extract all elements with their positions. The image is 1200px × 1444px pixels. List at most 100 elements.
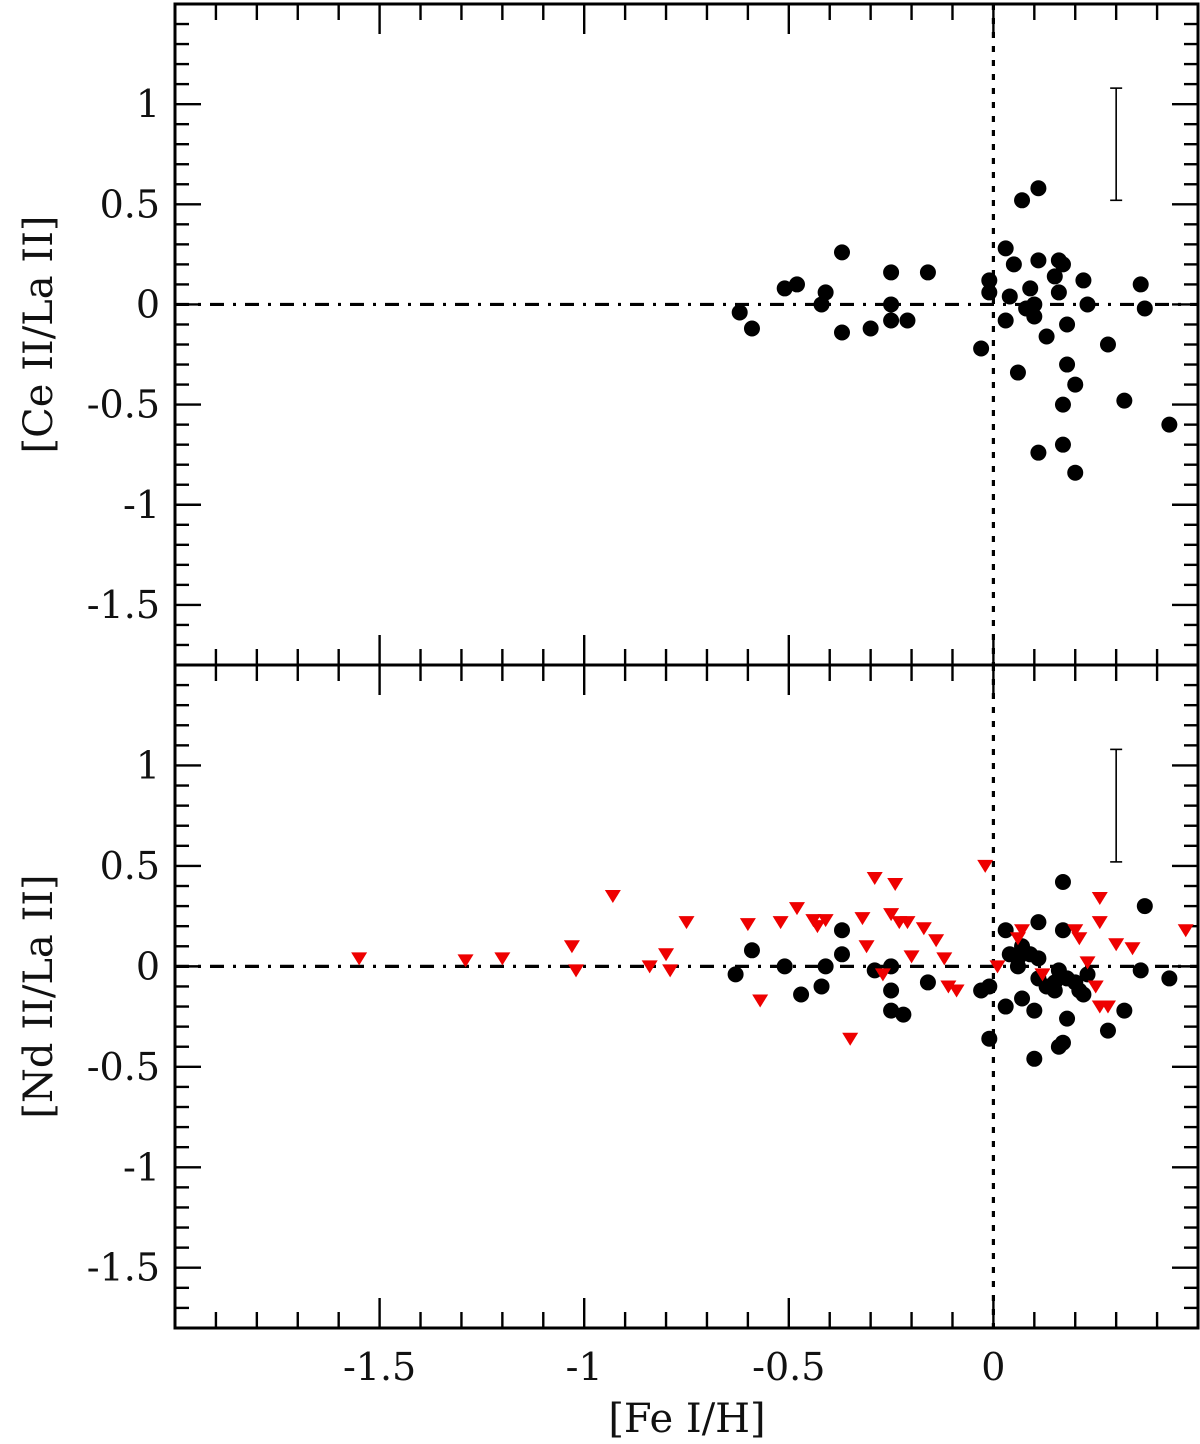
data-point-triangle bbox=[887, 877, 904, 891]
data-point-triangle bbox=[866, 871, 883, 885]
data-point-circle bbox=[1009, 950, 1026, 967]
data-point-circle bbox=[862, 320, 879, 337]
data-point-triangle bbox=[457, 954, 474, 968]
data-point-circle bbox=[1054, 922, 1071, 939]
y-axis-title: [Ce II/La II] bbox=[16, 215, 62, 453]
data-point-circle bbox=[793, 986, 810, 1003]
x-tick-label: 0 bbox=[981, 1345, 1005, 1389]
data-point-triangle bbox=[809, 920, 826, 934]
data-point-circle bbox=[1001, 288, 1018, 305]
data-point-circle bbox=[1030, 180, 1047, 197]
data-point-circle bbox=[813, 978, 830, 995]
data-point-circle bbox=[833, 922, 850, 939]
data-point-circle bbox=[1026, 1002, 1043, 1019]
data-point-triangle bbox=[1177, 924, 1194, 938]
data-point-triangle bbox=[1067, 924, 1084, 938]
data-point-triangle bbox=[928, 934, 945, 948]
data-point-triangle bbox=[874, 968, 891, 982]
data-point-circle bbox=[1014, 192, 1031, 209]
data-point-triangle bbox=[1099, 1000, 1116, 1014]
data-point-circle bbox=[973, 340, 990, 357]
data-point-circle bbox=[1161, 970, 1178, 987]
data-point-circle bbox=[899, 312, 916, 329]
data-point-triangle bbox=[494, 952, 511, 966]
data-point-circle bbox=[883, 312, 900, 329]
data-point-circle bbox=[1099, 336, 1116, 353]
data-point-triangle bbox=[1071, 932, 1088, 946]
data-point-triangle bbox=[788, 902, 805, 916]
data-point-circle bbox=[1054, 256, 1071, 273]
y-tick-label: -1.5 bbox=[87, 1246, 160, 1290]
data-point-triangle bbox=[739, 918, 756, 932]
x-axis-title: [Fe I/H] bbox=[608, 1396, 765, 1442]
data-point-triangle bbox=[883, 908, 900, 922]
data-point-circle bbox=[883, 264, 900, 281]
data-point-circle bbox=[981, 272, 998, 289]
data-point-triangle bbox=[604, 890, 621, 904]
data-point-triangle bbox=[351, 952, 368, 966]
data-point-circle bbox=[776, 280, 793, 297]
data-point-triangle bbox=[817, 914, 834, 928]
data-point-triangle bbox=[568, 964, 585, 978]
data-point-circle bbox=[1054, 436, 1071, 453]
data-point-triangle bbox=[1079, 956, 1096, 970]
data-point-circle bbox=[731, 304, 748, 321]
data-point-circle bbox=[1009, 364, 1026, 381]
data-point-circle bbox=[981, 284, 998, 301]
data-point-circle bbox=[919, 974, 936, 991]
y-tick-label: 0 bbox=[136, 944, 160, 988]
data-point-circle bbox=[1030, 444, 1047, 461]
data-point-circle bbox=[813, 296, 830, 313]
y-tick-label: -0.5 bbox=[87, 1045, 160, 1089]
data-point-circle bbox=[1054, 396, 1071, 413]
data-point-circle bbox=[1026, 296, 1043, 313]
data-point-circle bbox=[1067, 464, 1084, 481]
data-point-circle bbox=[1079, 966, 1096, 983]
data-point-circle bbox=[1161, 416, 1178, 433]
data-point-triangle bbox=[1034, 968, 1051, 982]
data-point-triangle bbox=[936, 952, 953, 966]
data-point-circle bbox=[743, 942, 760, 959]
data-point-circle bbox=[1116, 392, 1133, 409]
axes-frame bbox=[173, 2, 1200, 1330]
data-point-triangle bbox=[1108, 938, 1125, 952]
data-point-triangle bbox=[678, 916, 695, 930]
x-tick-label: -1.5 bbox=[343, 1345, 416, 1389]
data-point-circle bbox=[1116, 1002, 1133, 1019]
top-panel: 1 0.5 0 -0.5 -1 -1.5 [Ce II/La II] bbox=[16, 4, 1198, 665]
data-point-circle bbox=[997, 240, 1014, 257]
data-point-circle bbox=[1067, 376, 1084, 393]
data-point-circle bbox=[1030, 252, 1047, 269]
data-point-circle bbox=[1046, 268, 1063, 285]
data-point-circle bbox=[981, 1030, 998, 1047]
data-point-circle bbox=[883, 1002, 900, 1019]
data-point-circle bbox=[895, 1006, 912, 1023]
data-point-circle bbox=[1075, 986, 1092, 1003]
data-point-circle bbox=[833, 324, 850, 341]
data-point-triangle bbox=[1014, 924, 1031, 938]
y-tick-label: -0.5 bbox=[87, 383, 160, 427]
data-point-circle bbox=[919, 264, 936, 281]
data-point-circle bbox=[1046, 982, 1063, 999]
data-point-circle bbox=[1136, 300, 1153, 317]
data-point-triangle bbox=[977, 859, 994, 873]
data-point-circle bbox=[817, 284, 834, 301]
data-point-circle bbox=[1054, 873, 1071, 890]
data-point-circle bbox=[1026, 1050, 1043, 1067]
data-point-circle bbox=[776, 958, 793, 975]
x-tick-labels: -1.5 -1 -0.5 0 bbox=[343, 1345, 1006, 1389]
y-tick-label: -1.5 bbox=[87, 583, 160, 627]
data-point-circle bbox=[743, 320, 760, 337]
data-point-triangle bbox=[772, 916, 789, 930]
data-point-circle bbox=[883, 982, 900, 999]
data-point-circle bbox=[1059, 1010, 1076, 1027]
bottom-panel: 1 0.5 0 -0.5 -1 -1.5 [Nd II/La II] bbox=[16, 665, 1198, 1328]
data-point-circle bbox=[1030, 914, 1047, 931]
data-point-circle bbox=[997, 312, 1014, 329]
data-point-circle bbox=[1022, 280, 1039, 297]
data-point-triangle bbox=[989, 960, 1006, 974]
data-point-circle bbox=[997, 998, 1014, 1015]
data-point-triangle bbox=[915, 922, 932, 936]
data-point-triangle bbox=[563, 940, 580, 954]
data-point-triangle bbox=[641, 960, 658, 974]
